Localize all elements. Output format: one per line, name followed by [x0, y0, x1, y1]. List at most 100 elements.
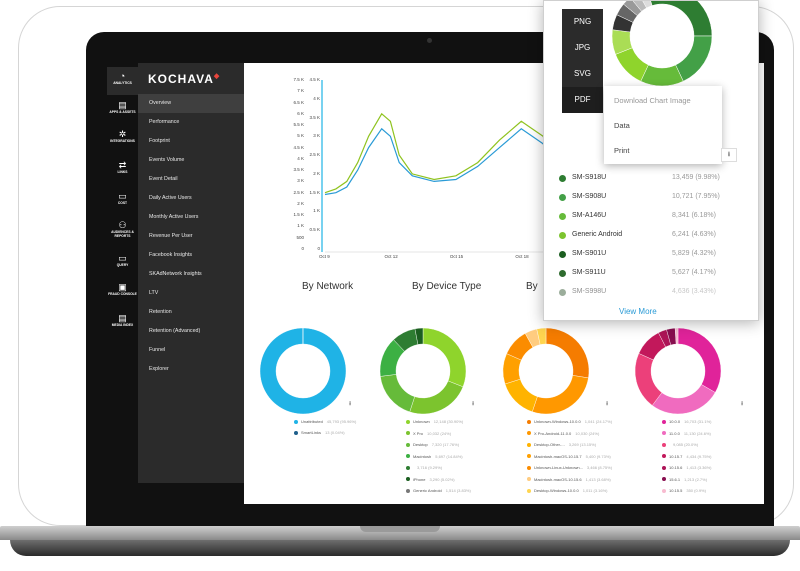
- menu-item-event-detail[interactable]: Event Detail: [149, 176, 178, 182]
- y-axis-tick: 0: [301, 246, 304, 251]
- legend-item[interactable]: Unattributed 45,793 (95.96%): [294, 419, 356, 424]
- device-row[interactable]: SM-S911U 5,627 (4.17%): [559, 269, 716, 277]
- legend-swatch: [527, 431, 531, 436]
- device-row[interactable]: SM-S918U 13,459 (9.98%): [559, 174, 720, 182]
- svg-option[interactable]: SVG: [574, 69, 591, 78]
- pdf-option[interactable]: PDF: [562, 87, 603, 113]
- rail-item-audiences[interactable]: ⚇ AUDIENCES & REPORTS: [107, 216, 138, 244]
- legend-label: Desktop-Other-...: [534, 442, 565, 447]
- legend-label: Desktop-Windows-10.0.0: [534, 488, 579, 493]
- device-label: SM-S918U: [572, 174, 607, 181]
- legend-item[interactable]: X Pro-Android-11.0.0 10,030 (24%): [527, 431, 599, 436]
- device-row[interactable]: Generic Android 6,241 (4.63%): [559, 231, 716, 239]
- menu-item-daily-active-users[interactable]: Daily Active Users: [149, 195, 192, 201]
- menu-item-monthly-active-users[interactable]: Monthly Active Users: [149, 214, 199, 220]
- legend-item[interactable]: Unknown 12,148 (30.90%): [406, 419, 463, 424]
- menu-item-retention-advanced[interactable]: Retention (Advanced): [149, 328, 201, 334]
- data-item[interactable]: Data: [614, 121, 630, 130]
- rail-item-label: INTEGRATIONS: [110, 139, 135, 143]
- legend-label: 10.15.5: [669, 488, 683, 493]
- menu-item-explorer[interactable]: Explorer: [149, 366, 169, 372]
- y-axis-tick: 5 K: [297, 133, 304, 139]
- legend-item[interactable]: X Pro 10,032 (24%): [406, 431, 451, 436]
- jpg-option[interactable]: JPG: [574, 43, 591, 52]
- audiences-icon: ⚇: [118, 220, 127, 230]
- legend-swatch: [406, 442, 410, 447]
- export-options-menu: Download Chart Image Data Print: [604, 86, 722, 164]
- rail-item-fraud-console[interactable]: ▣ FRAUD CONSOLE: [107, 278, 138, 306]
- legend-item[interactable]: 11.0.0 11,130 (24.6%): [662, 431, 711, 436]
- legend-swatch: [559, 251, 566, 258]
- donut-slice: [380, 374, 415, 413]
- download-icon[interactable]: ⭳: [349, 401, 352, 407]
- png-option[interactable]: PNG: [573, 17, 592, 26]
- legend-item[interactable]: Unknown-Windows-10.0.0 1,041 (24.17%): [527, 419, 612, 424]
- legend-item[interactable]: Macintosh-macOS-10.15.7 5,400 (9.73%): [527, 454, 611, 459]
- menu-item-overview[interactable]: Overview: [138, 94, 244, 113]
- links-icon: ⇄: [118, 160, 127, 170]
- legend-item[interactable]: SmartLinks 13 (0.04%): [294, 430, 345, 435]
- menu-item-revenue-per-user[interactable]: Revenue Per User: [149, 233, 193, 239]
- legend-swatch: [294, 419, 298, 424]
- device-row[interactable]: SM-S908U 10,721 (7.95%): [559, 193, 720, 201]
- legend-item[interactable]: Generic Android 1,514 (3.83%): [406, 488, 471, 493]
- view-more-link[interactable]: View More: [619, 307, 657, 316]
- rail-item-media-index[interactable]: ▤ MEDIA INDEX: [107, 309, 138, 337]
- device-row[interactable]: SM-S901U 5,829 (4.32%): [559, 250, 716, 258]
- legend-value: 1,213 (2.7%): [684, 476, 708, 482]
- menu-item-performance[interactable]: Performance: [149, 119, 180, 125]
- menu-item-events-volume[interactable]: Events Volume: [149, 157, 185, 163]
- rail-item-integrations[interactable]: ✲ INTEGRATIONS: [107, 125, 138, 153]
- menu-item-retention[interactable]: Retention: [149, 309, 172, 315]
- legend-item[interactable]: 10.15.5 350 (0.9%): [662, 488, 706, 493]
- legend-value: 7,320 (17.76%): [431, 442, 460, 447]
- legend-item[interactable]: Macintosh 5,697 (14.84%): [406, 454, 463, 459]
- download-icon[interactable]: ⭳: [472, 401, 475, 407]
- y-axis-tick: 2.5 K: [293, 189, 304, 195]
- download-chart-image-item[interactable]: Download Chart Image: [614, 96, 691, 105]
- legend-value: 5,400 (9.73%): [585, 453, 611, 459]
- legend-swatch: [527, 465, 531, 470]
- menu-item-footprint[interactable]: Footprint: [149, 138, 170, 144]
- device-row[interactable]: SM-S998U 4,636 (3.43%): [559, 288, 716, 296]
- rail-item-label: AUDIENCES & REPORTS: [111, 230, 134, 238]
- rail-item-cost[interactable]: ▭ COST: [107, 187, 138, 215]
- legend-item[interactable]: Desktop-Other-... 3,269 (13.15%): [527, 442, 596, 447]
- menu-item-skadnetwork-insights[interactable]: SKAdNetwork Insights: [149, 271, 202, 277]
- legend-item[interactable]: 9,085 (20.0%): [662, 442, 698, 447]
- legend-value: 350 (0.9%): [686, 488, 706, 493]
- device-value: 5,627 (4.17%): [672, 269, 716, 276]
- legend-item[interactable]: Unknown-Linux-Unknown... 3,466 (8.75%): [527, 465, 612, 470]
- y2-axis-tick: 1 K: [313, 208, 320, 214]
- legend-item[interactable]: 10.0.0 16,703 (31.1%): [662, 419, 711, 424]
- rail-item-links[interactable]: ⇄ LINKS: [107, 156, 138, 184]
- rail-item-analytics[interactable]: ◔ ANALYTICS: [107, 67, 138, 95]
- legend-item[interactable]: Macintosh-macOS-10.15.6 1,413 (3.68%): [527, 477, 611, 482]
- legend-item[interactable]: Desktop 7,320 (17.76%): [406, 442, 459, 447]
- legend-label: 11.0.0: [669, 430, 680, 436]
- menu-item-facebook-insights[interactable]: Facebook Insights: [149, 252, 192, 258]
- rail-item-query[interactable]: ▭ QUERY: [107, 249, 138, 277]
- legend-item[interactable]: 15.6.1 1,213 (2.7%): [662, 477, 707, 482]
- legend-item[interactable]: Desktop-Windows-10.0.0 1,011 (3.16%): [527, 488, 608, 493]
- camera: [427, 38, 432, 43]
- fraud-console-icon: ▣: [118, 282, 127, 292]
- download-icon[interactable]: ⭳: [741, 401, 744, 407]
- download-icon[interactable]: ⭳: [721, 148, 737, 162]
- donut-slice: [504, 378, 538, 413]
- legend-item[interactable]: 3,716 (9.29%): [406, 465, 442, 470]
- brand-logo[interactable]: KOCHAVA◆: [148, 72, 221, 86]
- menu-item-funnel[interactable]: Funnel: [149, 347, 166, 353]
- section-by-os: By: [526, 281, 538, 292]
- menu-item-ltv[interactable]: LTV: [149, 290, 159, 296]
- legend-item[interactable]: iPhone 3,290 (5.02%): [406, 477, 455, 482]
- print-item[interactable]: Print: [614, 146, 630, 155]
- legend-item[interactable]: 10.15.6 1,413 (3.36%): [662, 465, 712, 470]
- legend-swatch: [406, 465, 410, 470]
- device-row[interactable]: SM-A146U 8,341 (6.18%): [559, 212, 716, 220]
- download-icon[interactable]: ⭳: [606, 401, 609, 407]
- rail-item-apps-assets[interactable]: ▤ APPS & ASSETS: [107, 96, 138, 124]
- donut-slice: [409, 380, 464, 415]
- legend-item[interactable]: 10.15.7 4,434 (9.75%): [662, 454, 712, 459]
- brand-mark-icon: ◆: [213, 73, 221, 80]
